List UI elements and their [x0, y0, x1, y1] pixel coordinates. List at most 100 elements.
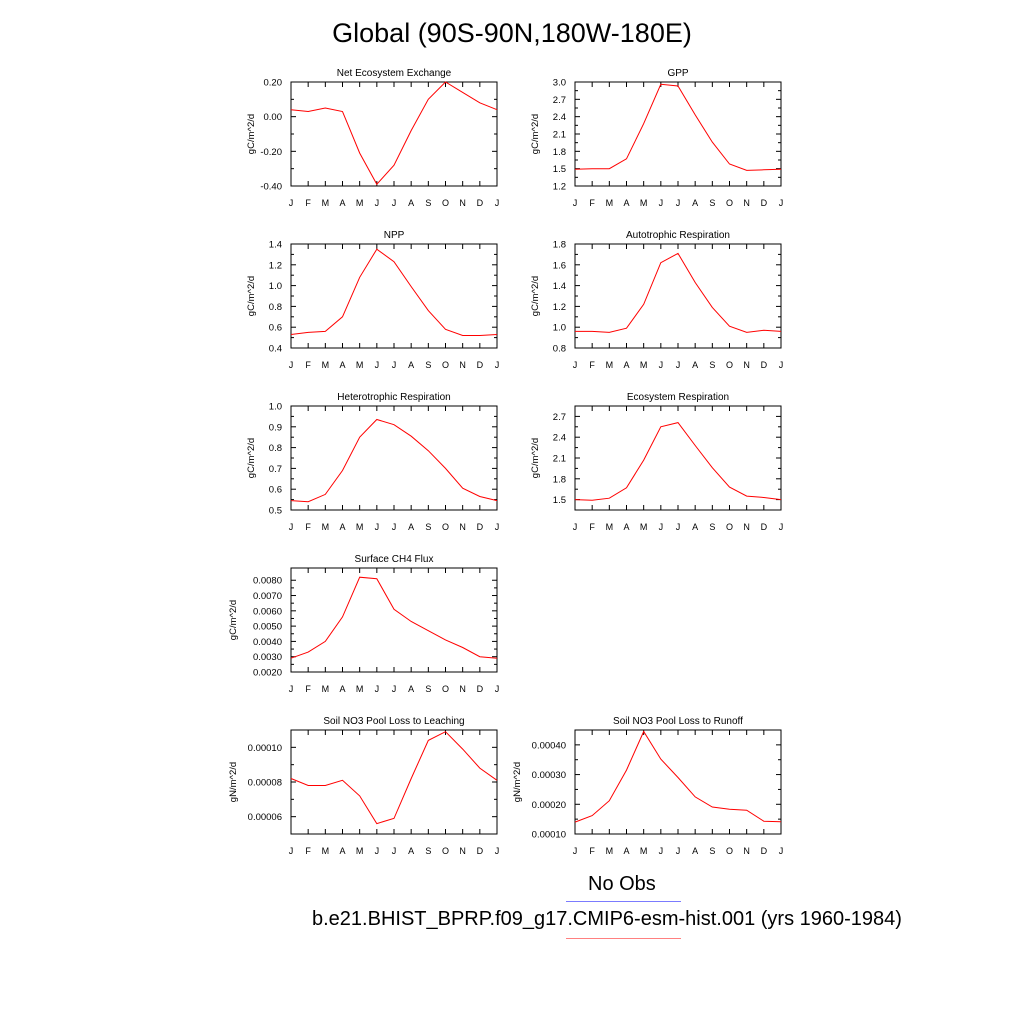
y-axis-label: gC/m^2/d	[246, 114, 257, 154]
data-point	[428, 740, 429, 741]
data-point	[308, 652, 309, 653]
x-tick-label: O	[442, 846, 449, 856]
data-point	[643, 731, 644, 732]
x-tick-label: J	[375, 522, 380, 532]
y-tick-label: 2.7	[553, 95, 566, 106]
x-tick-label: J	[676, 360, 681, 370]
x-tick-label: S	[709, 522, 715, 532]
x-tick-label: O	[726, 522, 733, 532]
data-point	[359, 577, 360, 578]
data-point	[445, 329, 446, 330]
data-point	[290, 334, 291, 335]
x-tick-label: F	[305, 522, 311, 532]
y-tick-label: 0.9	[269, 422, 282, 433]
x-tick-label: M	[356, 522, 364, 532]
x-tick-label: M	[356, 198, 364, 208]
x-tick-label: O	[442, 360, 449, 370]
data-point	[643, 304, 644, 305]
x-tick-label: F	[589, 360, 595, 370]
data-point	[763, 497, 764, 498]
x-tick-label: O	[726, 360, 733, 370]
data-point	[574, 169, 575, 170]
y-axis-label: gN/m^2/d	[512, 762, 523, 802]
y-tick-label: 0.0020	[253, 668, 282, 679]
plot-frame	[290, 243, 498, 349]
series-line	[290, 731, 498, 825]
data-point	[325, 107, 326, 108]
data-point	[660, 426, 661, 427]
x-tick-label: J	[659, 522, 664, 532]
y-tick-label: 0.0070	[253, 591, 282, 602]
y-axis-label: gC/m^2/d	[530, 438, 541, 478]
x-tick-label: S	[709, 360, 715, 370]
data-point	[763, 821, 764, 822]
x-tick-label: J	[573, 198, 578, 208]
data-point	[393, 424, 394, 425]
x-tick-label: A	[408, 522, 414, 532]
y-tick-label: 0.0040	[253, 637, 282, 648]
x-tick-label: M	[606, 846, 614, 856]
data-point	[325, 494, 326, 495]
x-tick-label: J	[375, 360, 380, 370]
plot-frame	[290, 81, 498, 187]
x-tick-label: J	[392, 522, 397, 532]
data-point	[393, 165, 394, 166]
y-tick-label: 0.4	[269, 344, 282, 355]
x-tick-label: J	[495, 360, 500, 370]
x-tick-label: N	[743, 522, 750, 532]
x-tick-label: M	[606, 522, 614, 532]
data-point	[462, 335, 463, 336]
x-tick-label: A	[408, 846, 414, 856]
data-point	[308, 332, 309, 333]
y-axis-label: gC/m^2/d	[246, 276, 257, 316]
x-tick-label: F	[305, 198, 311, 208]
x-tick-label: J	[289, 360, 294, 370]
data-point	[462, 748, 463, 749]
data-point	[325, 331, 326, 332]
y-tick-label: 1.4	[269, 240, 282, 251]
legend-obs-line	[566, 901, 681, 902]
data-point	[729, 326, 730, 327]
data-point	[428, 310, 429, 311]
y-tick-label: 1.2	[269, 260, 282, 271]
data-point	[496, 334, 497, 335]
panel-npp: J F M A M J J A S O N D J0.40.60.81.01.21.4NPPgC/m^2…	[246, 230, 499, 370]
y-tick-label: 0.8	[269, 302, 282, 313]
data-point	[479, 656, 480, 657]
x-tick-label: J	[573, 522, 578, 532]
x-tick-label: A	[692, 198, 698, 208]
data-point	[574, 499, 575, 500]
data-point	[393, 818, 394, 819]
data-point	[695, 796, 696, 797]
data-point	[376, 578, 377, 579]
data-point	[729, 163, 730, 164]
data-point	[479, 768, 480, 769]
data-point	[342, 111, 343, 112]
data-point	[746, 810, 747, 811]
y-tick-label: 0.00	[264, 112, 283, 123]
series-line	[290, 81, 498, 186]
x-tick-label: J	[779, 846, 784, 856]
data-point	[592, 815, 593, 816]
x-tick-label: A	[692, 522, 698, 532]
plot-frame	[290, 405, 498, 511]
data-point	[462, 647, 463, 648]
data-point	[677, 253, 678, 254]
y-tick-label: 1.0	[269, 281, 282, 292]
y-tick-label: 1.0	[269, 402, 282, 413]
legend-model-line	[566, 938, 681, 939]
data-point	[290, 500, 291, 501]
x-tick-label: N	[459, 360, 466, 370]
data-point	[445, 81, 446, 82]
panel-title: Soil NO3 Pool Loss to Runoff	[613, 716, 743, 727]
x-tick-label: M	[606, 198, 614, 208]
data-point	[290, 778, 291, 779]
x-tick-label: M	[322, 198, 330, 208]
x-tick-label: M	[640, 522, 648, 532]
x-tick-label: D	[477, 684, 484, 694]
x-tick-label: D	[477, 198, 484, 208]
y-tick-label: 3.0	[553, 78, 566, 89]
data-point	[643, 459, 644, 460]
y-tick-label: 0.0050	[253, 622, 282, 633]
page-title: Global (90S-90N,180W-180E)	[332, 18, 692, 48]
